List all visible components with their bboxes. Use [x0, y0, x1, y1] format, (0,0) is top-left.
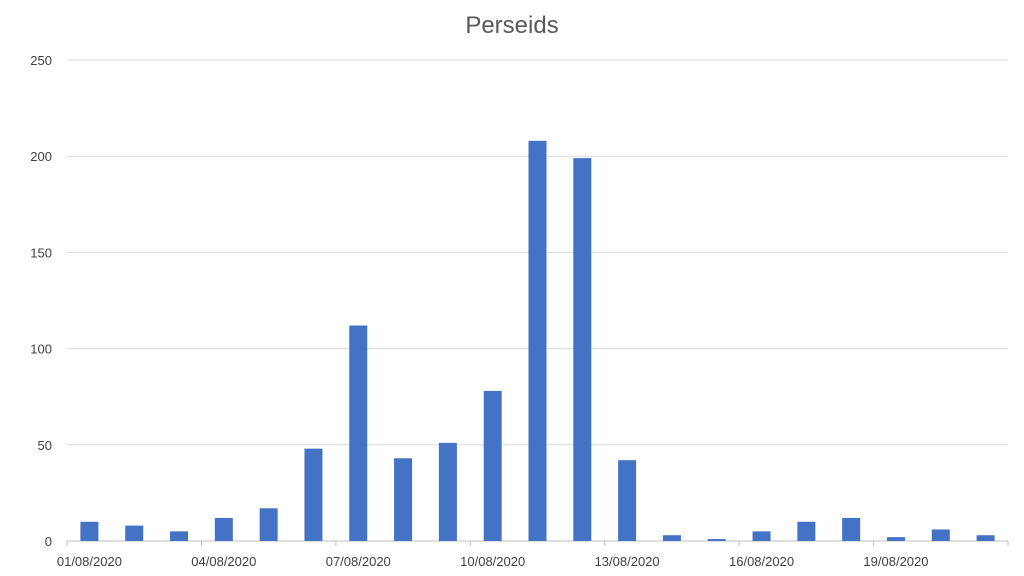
- chart-title: Perseids: [465, 12, 559, 39]
- bar-14-08-2020: [662, 535, 681, 541]
- bar-01-08-2020: [80, 521, 99, 541]
- x-tick-label: 19/08/2020: [863, 554, 928, 569]
- y-tick-label: 250: [30, 53, 52, 68]
- x-tick-label: 04/08/2020: [191, 554, 256, 569]
- bar-02-08-2020: [125, 525, 144, 541]
- x-tick-label: 13/08/2020: [595, 554, 660, 569]
- bar-11-08-2020: [528, 140, 547, 542]
- bar-12-08-2020: [573, 158, 592, 541]
- y-tick-label: 200: [30, 149, 52, 164]
- bar-10-08-2020: [483, 390, 502, 541]
- x-tick-label: 07/08/2020: [326, 554, 391, 569]
- bar-16-08-2020: [752, 531, 771, 541]
- y-tick-label: 150: [30, 245, 52, 260]
- bar-18-08-2020: [842, 517, 861, 541]
- x-tick-label: 16/08/2020: [729, 554, 794, 569]
- bar-08-08-2020: [394, 458, 413, 541]
- y-tick-label: 50: [38, 438, 52, 453]
- y-tick-label: 100: [30, 342, 52, 357]
- bar-07-08-2020: [349, 325, 368, 541]
- bar-20-08-2020: [931, 529, 950, 541]
- bar-19-08-2020: [886, 537, 905, 541]
- y-tick-label: 0: [45, 534, 52, 549]
- x-tick-label: 01/08/2020: [57, 554, 122, 569]
- bar-09-08-2020: [438, 442, 457, 541]
- bar-05-08-2020: [259, 508, 278, 541]
- x-tick-label: 10/08/2020: [460, 554, 525, 569]
- bar-17-08-2020: [797, 521, 816, 541]
- bar-03-08-2020: [170, 531, 189, 541]
- bar-06-08-2020: [304, 448, 323, 541]
- bar-15-08-2020: [707, 539, 726, 541]
- bar-13-08-2020: [618, 460, 637, 541]
- bar-21-08-2020: [976, 535, 995, 541]
- bar-04-08-2020: [214, 517, 233, 541]
